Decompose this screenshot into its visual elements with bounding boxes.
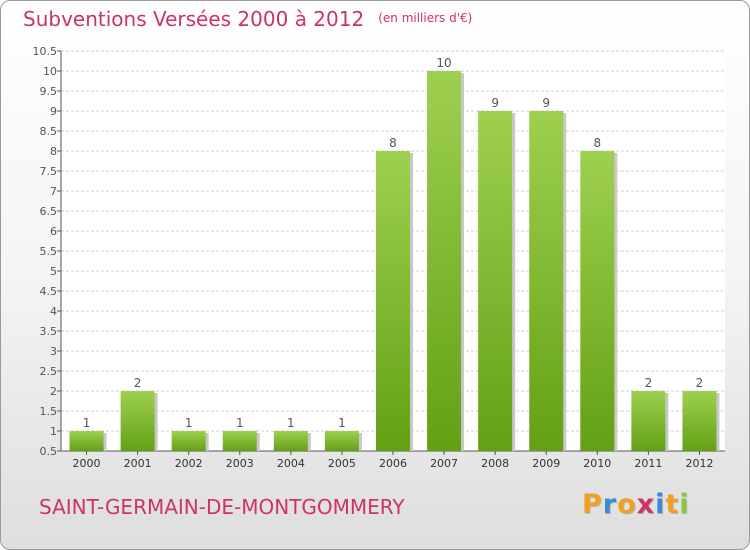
chart-subtitle: (en milliers d'€)	[378, 11, 473, 25]
x-tick-label-2007: 2007	[430, 457, 458, 470]
value-label-2002: 1	[185, 416, 193, 430]
bar-2012	[682, 391, 717, 451]
y-tick-label: 7	[50, 185, 57, 198]
value-label-2010: 8	[593, 136, 601, 150]
y-axis-ticks: 0.5 1 1.5 2 2.5 3 3.5 4 4.5 5 5.5 6 6.5 7 7.5 8 8.5 9 9.5 1…	[33, 45, 61, 458]
value-label-2007: 10	[436, 56, 451, 70]
x-tick-label-2004: 2004	[277, 457, 305, 470]
value-label-2003: 1	[236, 416, 244, 430]
value-label-2006: 8	[389, 136, 397, 150]
logo-letter: x	[636, 489, 656, 520]
x-tick-label-2012: 2012	[685, 457, 713, 470]
logo-letter: o	[617, 489, 637, 520]
bar-2003	[222, 431, 257, 451]
bars	[69, 71, 720, 451]
y-tick-label: 5.5	[40, 245, 58, 258]
x-tick-label-2009: 2009	[532, 457, 560, 470]
bar-2005	[324, 431, 359, 451]
logo-letter: P	[582, 489, 603, 520]
logo-letter: t	[665, 489, 680, 520]
value-label-2000: 1	[83, 416, 91, 430]
y-tick-label: 8.5	[40, 125, 58, 138]
y-tick-label: 6.5	[40, 205, 58, 218]
x-tick-label-2011: 2011	[634, 457, 662, 470]
y-tick-label: 2.5	[40, 365, 58, 378]
logo-letter: i	[679, 489, 690, 520]
chart-title: Subventions Versées 2000 à 2012	[23, 7, 365, 31]
value-label-2001: 2	[134, 376, 142, 390]
x-tick-label-2006: 2006	[379, 457, 407, 470]
bar-2011	[631, 391, 666, 451]
y-tick-label: 4	[50, 305, 57, 318]
y-tick-label: 4.5	[40, 285, 58, 298]
value-label-2011: 2	[645, 376, 653, 390]
y-tick-label: 9.5	[40, 85, 58, 98]
commune-name: SAINT-GERMAIN-DE-MONTGOMMERY	[39, 495, 405, 519]
logo-letter: r	[602, 489, 618, 520]
y-tick-label: 9	[50, 105, 57, 118]
proxiti-logo[interactable]: Proxiti	[582, 489, 690, 520]
x-tick-label-2005: 2005	[328, 457, 356, 470]
y-tick-label: 2	[50, 385, 57, 398]
value-label-2005: 1	[338, 416, 346, 430]
y-tick-label: 3.5	[40, 325, 58, 338]
y-tick-label: 6	[50, 225, 57, 238]
x-tick-label-2003: 2003	[226, 457, 254, 470]
x-tick-label-2001: 2001	[124, 457, 152, 470]
y-tick-label: 3	[50, 345, 57, 358]
title-row: Subventions Versées 2000 à 2012 (en milli…	[23, 7, 472, 31]
bar-2000	[69, 431, 104, 451]
logo-letter: i	[655, 489, 666, 520]
value-labels: 1 2 1 1 1 1 8 10 9 9 8 2 2	[83, 56, 704, 430]
x-tick-label-2000: 2000	[73, 457, 101, 470]
bar-2002	[171, 431, 206, 451]
y-tick-label: 1	[50, 425, 57, 438]
y-tick-label: 5	[50, 265, 57, 278]
bar-2004	[273, 431, 308, 451]
bar-2001	[120, 391, 155, 451]
y-tick-label: 7.5	[40, 165, 58, 178]
x-tick-label-2008: 2008	[481, 457, 509, 470]
bar-2008	[478, 111, 513, 451]
value-label-2008: 9	[491, 96, 499, 110]
y-tick-label: 8	[50, 145, 57, 158]
bar-2006	[376, 151, 410, 451]
y-tick-label: 1.5	[40, 405, 58, 418]
x-tick-label-2002: 2002	[175, 457, 203, 470]
bar-2007	[427, 71, 462, 451]
y-tick-label: 10	[43, 65, 57, 78]
bar-2010	[580, 151, 615, 451]
x-axis-ticks: 2000 2001 2002 2003 2004 2005 2006 2007 2008 2009…	[73, 451, 713, 470]
value-label-2004: 1	[287, 416, 295, 430]
bar-2009	[529, 111, 564, 451]
y-tick-label: 10.5	[33, 45, 58, 58]
value-label-2009: 9	[542, 96, 550, 110]
x-tick-label-2010: 2010	[583, 457, 611, 470]
y-tick-label: 0.5	[40, 445, 58, 458]
value-label-2012: 2	[696, 376, 704, 390]
